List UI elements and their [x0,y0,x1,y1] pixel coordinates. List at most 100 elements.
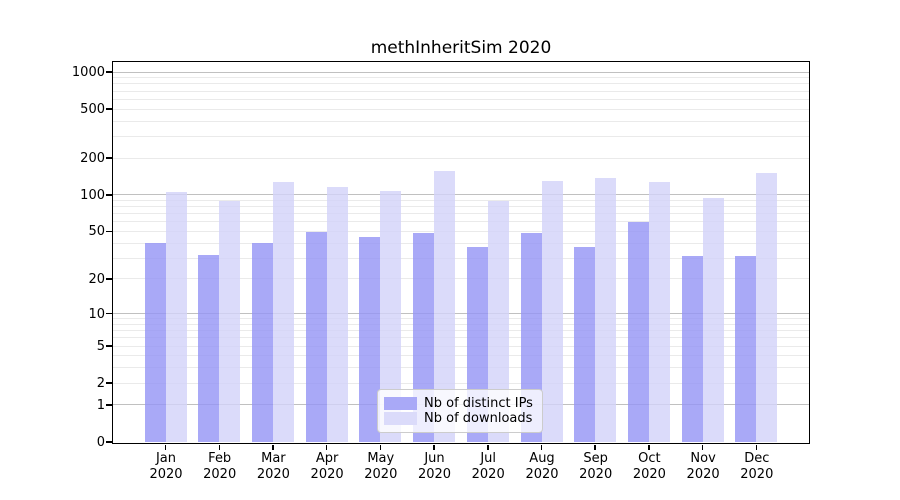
x-tick-label-may: May 2020 [364,451,398,482]
legend-label-distinct-ips: Nb of distinct IPs [424,396,533,411]
bar-downloads-jun [434,170,455,442]
gridline-minor-70 [113,213,809,215]
bar-downloads-nov [702,197,724,442]
x-tick-label-dec: Dec 2020 [740,451,774,482]
gridline-minor-90 [113,199,809,201]
y-tick-10 [106,312,112,315]
bar-downloads-mar [272,182,294,442]
x-tick-sep [594,444,596,450]
x-tick-label-feb: Feb 2020 [203,451,237,482]
y-tick-label-2: 2 [96,376,105,392]
x-tick-nov [701,444,704,450]
gridline-minor-500 [113,108,809,110]
x-tick-feb [218,444,220,450]
gridline-minor-800 [113,83,809,85]
y-tick-label-1000: 1000 [71,65,105,81]
gridline-minor-2 [113,382,809,384]
chart-title: methInheritSim 2020 [370,38,552,58]
y-tick-label-20: 20 [88,271,105,287]
gridline-minor-3 [113,367,809,369]
x-tick-dec [755,444,757,450]
gridline-minor-40 [113,242,809,244]
plot-area: Nb of distinct IPs Nb of downloads [106,61,810,450]
gridline-minor-6 [113,337,809,339]
y-tick-20 [106,278,112,280]
gridline-minor-8 [113,323,809,325]
bar-downloads-dec [756,172,778,442]
x-tick-label-jan: Jan 2020 [149,451,183,482]
bar-distinct-ips-mar [251,243,273,442]
gridline-minor-400 [113,120,809,122]
x-tick-label-aug: Aug 2020 [525,451,559,482]
gridline-major-10 [113,313,809,315]
y-tick-label-100: 100 [80,187,105,203]
bar-downloads-aug [541,180,563,442]
gridline-minor-200 [113,157,809,159]
y-tick-100 [106,194,112,196]
bar-downloads-jan [165,192,187,442]
x-tick-label-apr: Apr 2020 [310,451,344,482]
legend: Nb of distinct IPs Nb of downloads [377,389,543,433]
legend-item-downloads: Nb of downloads [384,411,534,426]
bar-distinct-ips-dec [735,256,757,442]
x-tick-may [379,444,382,450]
x-tick-mar [272,444,274,450]
bar-distinct-ips-oct [627,221,649,442]
bar-downloads-jul [487,201,509,442]
bar-downloads-oct [648,181,670,442]
gridline-minor-20 [113,278,809,280]
y-tick-label-1: 1 [96,397,105,413]
bar-distinct-ips-sep [574,247,596,442]
gridline-major-1000 [113,71,809,73]
y-tick-500 [106,108,112,110]
gridline-major-100 [113,194,809,196]
y-tick-1 [106,404,112,406]
x-tick-jan [164,444,167,450]
bar-distinct-ips-may [359,237,381,442]
legend-swatch-distinct-ips [384,397,417,410]
y-tick-1000 [106,71,112,73]
y-tick-label-50: 50 [88,224,105,240]
bar-distinct-ips-jan [144,243,166,442]
y-tick-5 [106,345,112,347]
gridline-minor-5 [113,345,809,347]
y-tick-label-200: 200 [80,151,105,167]
x-tick-oct [648,444,650,450]
x-tick-label-jul: Jul 2020 [471,451,505,482]
gridline-minor-600 [113,98,809,100]
bar-distinct-ips-nov [681,256,703,442]
y-tick-label-10: 10 [88,306,105,322]
gridline-minor-7 [113,330,809,332]
gridline-minor-4 [113,355,809,357]
y-tick-label-0: 0 [96,435,105,450]
y-tick-2 [106,382,112,384]
bar-downloads-sep [595,177,617,442]
gridline-minor-300 [113,135,809,137]
bar-downloads-apr [326,187,348,442]
y-tick-200 [106,157,112,159]
bar-downloads-may [380,191,402,442]
bar-distinct-ips-feb [198,254,220,442]
y-tick-label-5: 5 [96,339,105,355]
x-tick-label-oct: Oct 2020 [632,451,666,482]
x-tick-label-nov: Nov 2020 [686,451,720,482]
x-tick-jul [487,444,489,450]
y-tick-50 [106,230,112,233]
legend-swatch-downloads [384,412,417,425]
x-tick-label-jun: Jun 2020 [417,451,452,482]
bar-downloads-feb [219,200,241,442]
x-tick-jun [433,444,435,450]
x-tick-label-sep: Sep 2020 [579,451,613,482]
y-tick-label-500: 500 [80,102,105,118]
gridline-minor-9 [113,318,809,320]
legend-item-distinct-ips: Nb of distinct IPs [384,396,534,411]
legend-label-downloads: Nb of downloads [424,411,533,426]
gridline-minor-80 [113,206,809,208]
gridline-minor-60 [113,221,809,223]
x-tick-aug [540,444,543,450]
gridline-minor-50 [113,230,809,232]
bar-distinct-ips-apr [305,231,327,442]
x-tick-label-mar: Mar 2020 [256,451,290,482]
gridline-minor-30 [113,257,809,259]
